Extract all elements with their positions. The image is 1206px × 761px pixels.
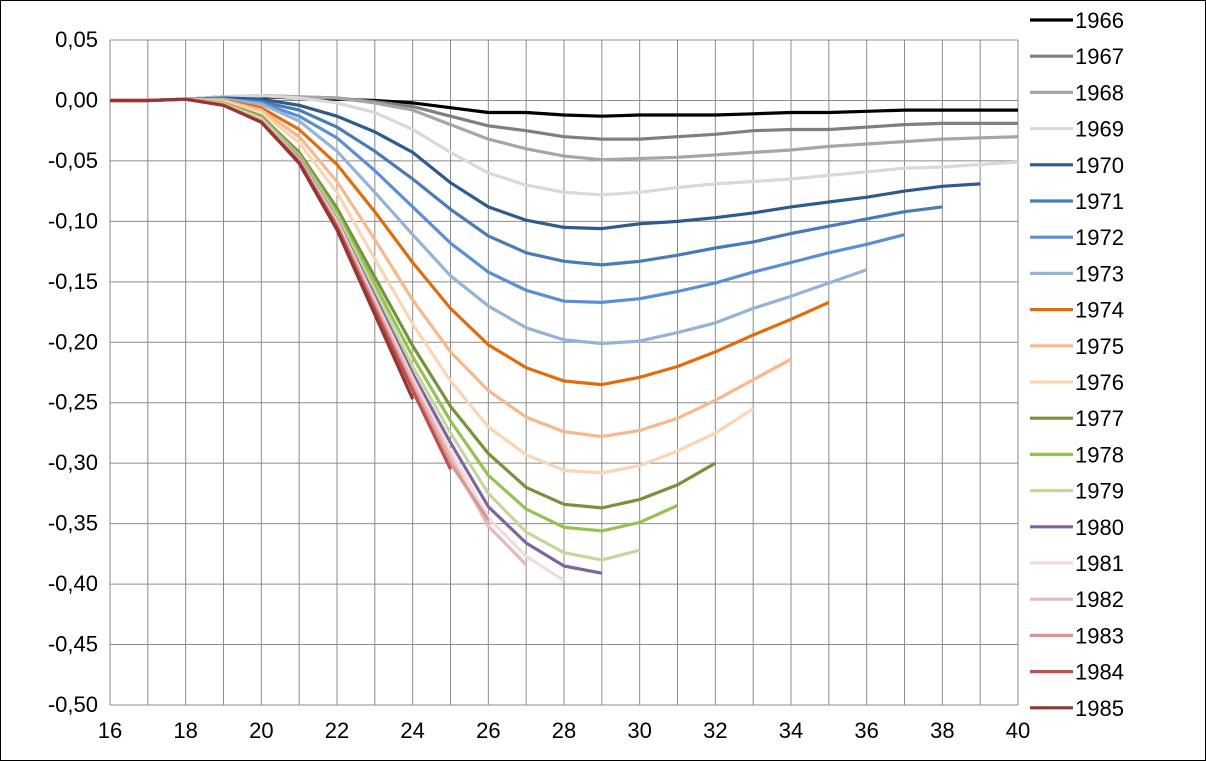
legend-label-1981: 1981: [1075, 551, 1124, 576]
legend: 1966 1967 1968 1969 1970 1971 1972 1973 1974 1975…: [1030, 8, 1124, 721]
legend-label-1970: 1970: [1075, 153, 1124, 178]
series-line-1970: [110, 96, 981, 231]
y-tick-label: -0,15: [48, 269, 98, 294]
series-line-1969: [110, 93, 1019, 197]
x-tick-label: 16: [98, 718, 122, 743]
x-tick-label: 26: [476, 718, 500, 743]
legend-label-1972: 1972: [1075, 225, 1124, 250]
legend-label-1983: 1983: [1075, 623, 1124, 648]
series-line-1985: [110, 97, 415, 400]
x-tick-label: 30: [627, 718, 651, 743]
legend-label-1974: 1974: [1075, 298, 1124, 323]
y-tick-label: -0,40: [48, 571, 98, 596]
legend-label-1971: 1971: [1075, 189, 1124, 214]
x-axis-ticks: 16 18 20 22 24 26 28 30 32 34 36 38 40: [98, 718, 1030, 743]
x-tick-label: 18: [173, 718, 197, 743]
y-axis-ticks: 0,05 0,00 -0,05 -0,10 -0,15 -0,20 -0,25 -0,30 -0…: [48, 27, 98, 717]
y-tick-label: 0,00: [55, 87, 98, 112]
x-tick-label: 22: [325, 718, 349, 743]
x-tick-label: 28: [552, 718, 576, 743]
x-tick-label: 34: [779, 718, 803, 743]
x-tick-label: 38: [930, 718, 954, 743]
legend-label-1967: 1967: [1075, 44, 1124, 69]
y-tick-label: -0,25: [48, 390, 98, 415]
legend-label-1968: 1968: [1075, 80, 1124, 105]
legend-label-1984: 1984: [1075, 660, 1124, 685]
legend-label-1966: 1966: [1075, 8, 1124, 33]
grid-lines: [109, 39, 1019, 706]
legend-label-1978: 1978: [1075, 442, 1124, 467]
legend-label-1977: 1977: [1075, 406, 1124, 431]
x-tick-label: 36: [854, 718, 878, 743]
x-tick-label: 24: [400, 718, 424, 743]
series-line-1973: [110, 97, 868, 346]
legend-label-1979: 1979: [1075, 479, 1124, 504]
series-lines: [110, 93, 1019, 582]
y-tick-label: -0,20: [48, 329, 98, 354]
y-tick-label: -0,10: [48, 208, 98, 233]
y-tick-label: -0,35: [48, 511, 98, 536]
legend-label-1973: 1973: [1075, 261, 1124, 286]
x-tick-label: 20: [249, 718, 273, 743]
legend-label-1969: 1969: [1075, 117, 1124, 142]
y-tick-label: 0,05: [55, 27, 98, 52]
legend-label-1976: 1976: [1075, 370, 1124, 395]
legend-label-1985: 1985: [1075, 696, 1124, 721]
legend-label-1980: 1980: [1075, 515, 1124, 540]
y-tick-label: -0,30: [48, 450, 98, 475]
x-tick-label: 40: [1006, 718, 1030, 743]
x-tick-label: 32: [703, 718, 727, 743]
y-tick-label: -0,05: [48, 148, 98, 173]
y-tick-label: -0,45: [48, 632, 98, 657]
legend-label-1975: 1975: [1075, 334, 1124, 359]
y-tick-label: -0,50: [48, 692, 98, 717]
legend-label-1982: 1982: [1075, 587, 1124, 612]
series-line-1984: [110, 97, 452, 470]
